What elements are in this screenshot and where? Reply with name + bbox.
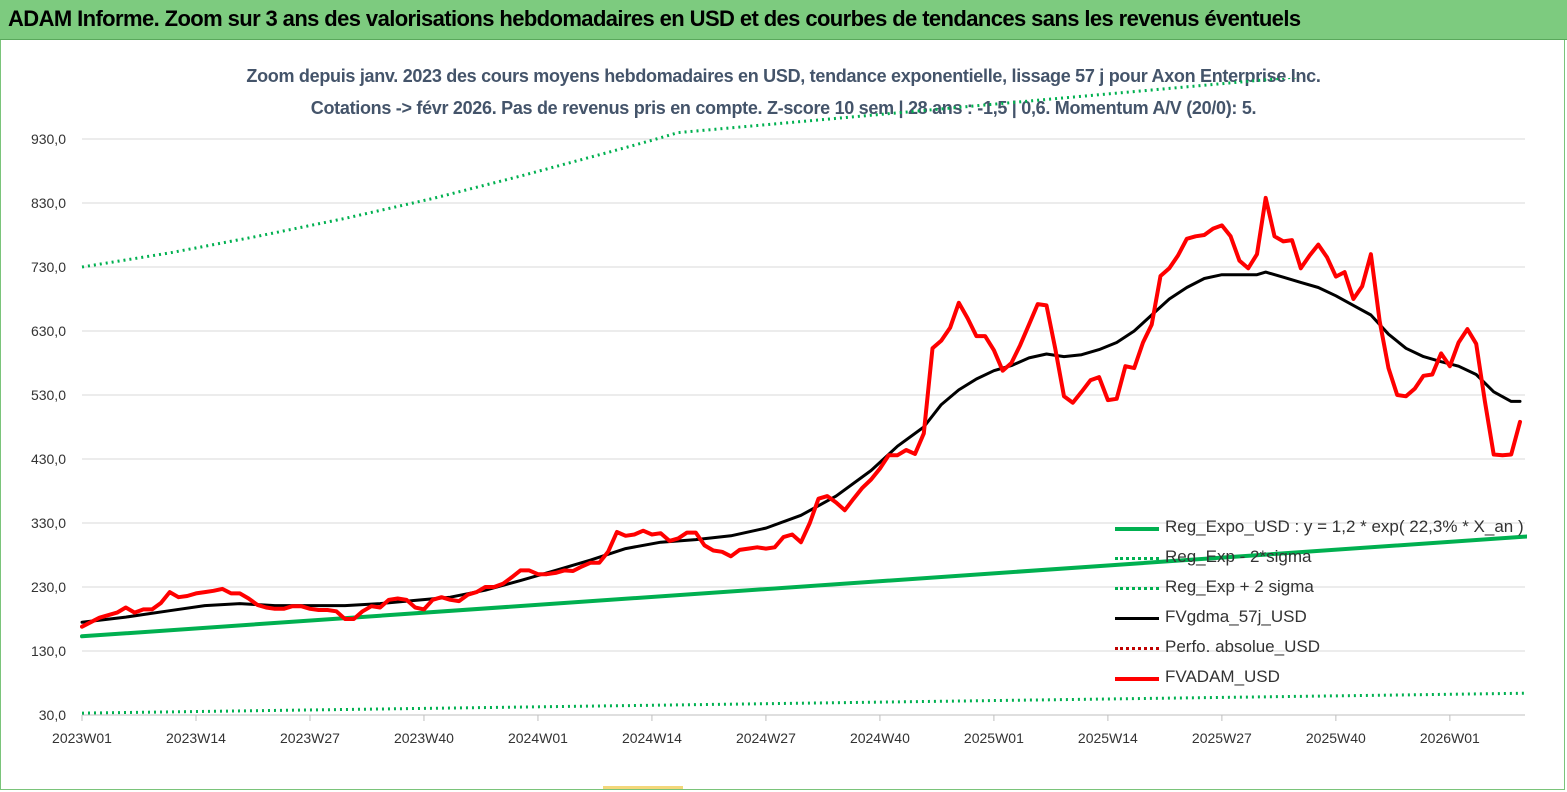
x-tick-label: 2024W40 — [850, 730, 910, 746]
legend-swatch — [1115, 617, 1159, 620]
y-tick-label: 630,0 — [31, 323, 66, 339]
legend-label: Reg_Exp + 2 sigma — [1165, 577, 1314, 596]
legend-swatch — [1115, 587, 1159, 590]
y-tick-label: 130,0 — [31, 643, 66, 659]
legend-label: FVADAM_USD — [1165, 667, 1280, 686]
series-line-1 — [81, 691, 1527, 715]
x-tick-label: 2024W01 — [508, 730, 568, 746]
legend-label: Perfo. absolue_USD — [1165, 637, 1320, 656]
y-tick-label: 330,0 — [31, 515, 66, 531]
x-tick-label: 2023W27 — [280, 730, 340, 746]
legend-swatch — [1115, 557, 1159, 560]
bottom-decoration — [603, 786, 683, 789]
y-tick-label: 830,0 — [31, 195, 66, 211]
x-tick-label: 2024W27 — [736, 730, 796, 746]
x-tick-label: 2026W01 — [1420, 730, 1480, 746]
legend-swatch — [1115, 677, 1159, 681]
x-tick-label: 2025W14 — [1078, 730, 1138, 746]
series-group — [80, 78, 1527, 715]
x-tick-label: 2023W01 — [52, 730, 112, 746]
y-tick-label: 230,0 — [31, 579, 66, 595]
x-tick-label: 2023W14 — [166, 730, 226, 746]
series-line-5 — [80, 195, 1522, 629]
title-banner: ADAM Informe. Zoom sur 3 ans des valoris… — [0, 0, 1567, 40]
legend-label: FVgdma_57j_USD — [1165, 607, 1307, 626]
x-tick-label: 2024W14 — [622, 730, 682, 746]
series-line-3 — [80, 270, 1522, 624]
y-tick-label: 730,0 — [31, 259, 66, 275]
x-tick-label: 2025W27 — [1192, 730, 1252, 746]
legend-label: Reg_Exp - 2*sigma — [1165, 547, 1312, 566]
y-tick-label: 430,0 — [31, 451, 66, 467]
x-tick-label: 2025W40 — [1306, 730, 1366, 746]
series-line-0 — [80, 534, 1527, 639]
series-line-2 — [81, 78, 1302, 269]
legend-swatch — [1115, 647, 1159, 650]
x-tick-label: 2023W40 — [394, 730, 454, 746]
y-tick-label: 30,0 — [39, 707, 66, 723]
banner-title: ADAM Informe. Zoom sur 3 ans des valoris… — [8, 6, 1301, 31]
y-tick-label: 930,0 — [31, 131, 66, 147]
y-tick-label: 530,0 — [31, 387, 66, 403]
legend-swatch — [1115, 527, 1159, 531]
legend-label: Reg_Expo_USD : y = 1,2 * exp( 22,3% * X_… — [1165, 517, 1524, 536]
chart-title-line1: Zoom depuis janv. 2023 des cours moyens … — [246, 66, 1321, 86]
x-tick-label: 2025W01 — [964, 730, 1024, 746]
